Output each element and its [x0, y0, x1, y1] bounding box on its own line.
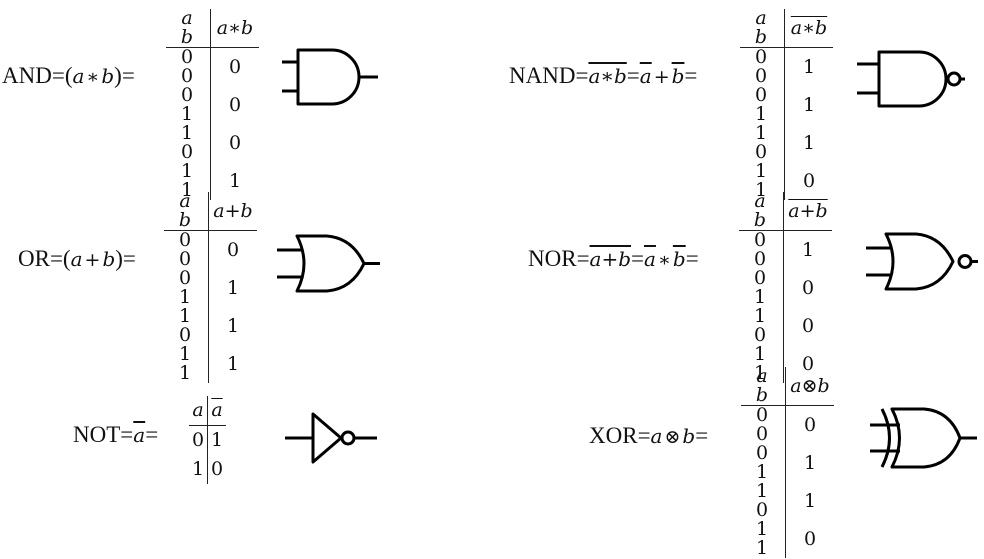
table-header-output: a∗b: [210, 9, 259, 48]
and-label: AND: [2, 63, 52, 88]
nor-gate-symbol: [866, 232, 978, 291]
table-header-inputs: a b: [740, 9, 785, 48]
table-header-inputs: a b: [741, 367, 786, 406]
table-header-output: a⊗b: [785, 367, 834, 406]
table-header-output: a+b: [783, 192, 832, 231]
or-expression: OR=(a + b)=: [18, 246, 136, 271]
nand-expression: NAND=a∗b=a + b=: [509, 63, 698, 88]
table-header-inputs: a b: [166, 9, 211, 48]
nor-expression: NOR=a+b=a ∗ b=: [528, 246, 699, 271]
xor-label: XOR: [589, 423, 638, 448]
nand-label: NAND: [509, 63, 576, 88]
or-label: OR: [18, 246, 50, 271]
table-header-output: a: [207, 396, 226, 426]
xor-expression: XOR=a ⊗ b=: [589, 423, 709, 448]
and-expression: AND=(a ∗ b)=: [2, 63, 135, 88]
and-gate-symbol: [282, 48, 378, 106]
not-gate-symbol: [285, 412, 377, 464]
nand-gate-symbol: [857, 50, 965, 108]
table-header-inputs: a: [189, 396, 208, 426]
nor-label: NOR: [528, 246, 577, 271]
table-header-output: a+b: [208, 192, 257, 231]
not-label: NOT: [73, 422, 121, 447]
table-header-inputs: a b: [739, 192, 784, 231]
table-header-output: a∗b: [784, 9, 833, 48]
table-header-inputs: a b: [164, 192, 209, 231]
or-gate-symbol: [277, 234, 380, 293]
xor-gate-symbol: [870, 407, 977, 469]
not-expression: NOT=a=: [73, 422, 159, 447]
